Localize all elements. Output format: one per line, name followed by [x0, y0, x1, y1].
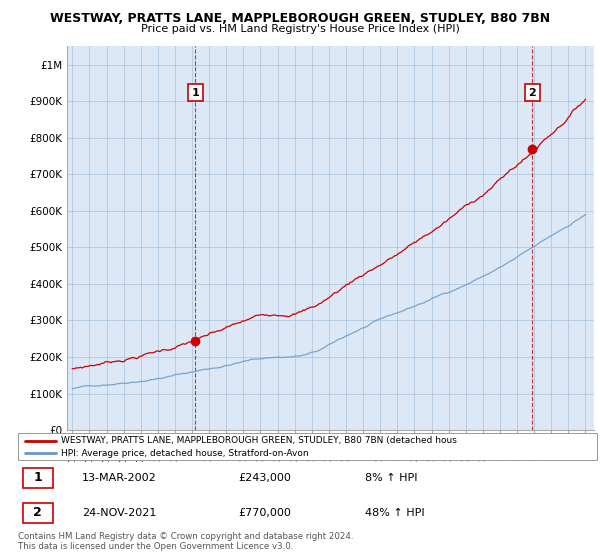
Text: 13-MAR-2002: 13-MAR-2002: [82, 473, 157, 483]
FancyBboxPatch shape: [23, 503, 53, 522]
Text: 8% ↑ HPI: 8% ↑ HPI: [365, 473, 418, 483]
Text: WESTWAY, PRATTS LANE, MAPPLEBOROUGH GREEN, STUDLEY, B80 7BN: WESTWAY, PRATTS LANE, MAPPLEBOROUGH GREE…: [50, 12, 550, 25]
FancyBboxPatch shape: [18, 433, 597, 460]
Text: HPI: Average price, detached house, Stratford-on-Avon: HPI: Average price, detached house, Stra…: [61, 449, 309, 458]
Text: 24-NOV-2021: 24-NOV-2021: [82, 508, 156, 517]
Text: Contains HM Land Registry data © Crown copyright and database right 2024.
This d: Contains HM Land Registry data © Crown c…: [18, 532, 353, 552]
Text: 2: 2: [34, 506, 42, 519]
FancyBboxPatch shape: [23, 468, 53, 488]
Text: Price paid vs. HM Land Registry's House Price Index (HPI): Price paid vs. HM Land Registry's House …: [140, 24, 460, 34]
Text: 1: 1: [34, 471, 42, 484]
Text: £243,000: £243,000: [238, 473, 291, 483]
Text: WESTWAY, PRATTS LANE, MAPPLEBOROUGH GREEN, STUDLEY, B80 7BN (detached hous: WESTWAY, PRATTS LANE, MAPPLEBOROUGH GREE…: [61, 436, 457, 445]
Text: 1: 1: [191, 87, 199, 97]
Text: 2: 2: [529, 87, 536, 97]
Text: £770,000: £770,000: [238, 508, 291, 517]
Text: 48% ↑ HPI: 48% ↑ HPI: [365, 508, 425, 517]
